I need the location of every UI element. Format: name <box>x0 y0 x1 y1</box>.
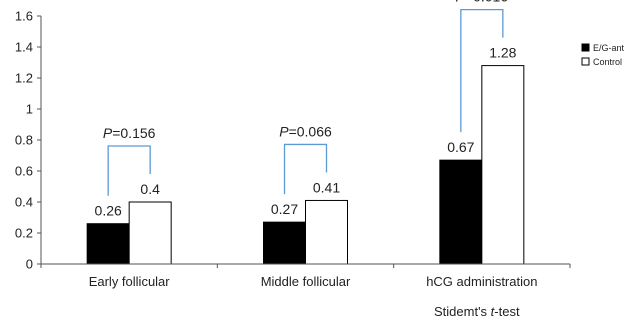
y-tick-label: 1.2 <box>15 71 33 86</box>
bar <box>86 223 130 265</box>
bar-value-label: 0.41 <box>313 179 340 195</box>
y-tick-label: 0.2 <box>15 226 33 241</box>
bar <box>263 221 306 265</box>
bar-value-label: 0.27 <box>271 201 298 217</box>
bar <box>481 65 525 265</box>
y-tick-label: 0.8 <box>15 133 33 148</box>
x-category-label: Early follicular <box>89 274 171 289</box>
significance-brackets: P=0.156 P=0.066 P=0.016 <box>103 0 508 196</box>
p-value-label: P=0.066 <box>279 123 332 139</box>
y-tick-label: 0 <box>26 257 33 272</box>
y-tick-label: 0.4 <box>15 195 33 210</box>
bar-value-label: 0.26 <box>95 203 122 219</box>
legend-label: E/G-ant <box>593 43 624 53</box>
legend-label: Control <box>593 57 622 67</box>
y-axis: 0 0.2 0.4 0.6 0.8 1 1.2 1.4 1.6 <box>15 9 42 272</box>
bar-value-label: 0.67 <box>447 139 474 155</box>
p-value-label: P=0.156 <box>103 125 156 141</box>
bar <box>128 201 172 265</box>
y-tick-label: 1.6 <box>15 9 33 24</box>
legend: E/G-ant Control <box>581 43 624 67</box>
bar <box>305 199 348 265</box>
y-tick-label: 0.6 <box>15 164 33 179</box>
bars <box>86 65 525 265</box>
p-value-label: P=0.016 <box>456 0 509 5</box>
legend-swatch <box>581 57 590 66</box>
footnote: Stidemt's t-test <box>434 304 520 319</box>
legend-swatch <box>581 43 590 52</box>
x-axis: Early follicular Middle follicular hCG adm… <box>40 263 571 289</box>
significance-bracket <box>283 143 328 195</box>
significance-bracket <box>107 145 151 196</box>
x-category-label: hCG administration <box>426 274 537 289</box>
significance-bracket <box>460 8 504 133</box>
y-tick-label: 1.4 <box>15 40 33 55</box>
bar-value-label: 0.4 <box>140 181 160 197</box>
bar-value-label: 1.28 <box>489 45 516 61</box>
bar <box>439 159 483 265</box>
y-tick-label: 1 <box>26 102 33 117</box>
x-category-label: Middle follicular <box>261 274 351 289</box>
data-labels: 0.26 0.4 0.27 0.41 0.67 1.28 <box>95 45 517 219</box>
